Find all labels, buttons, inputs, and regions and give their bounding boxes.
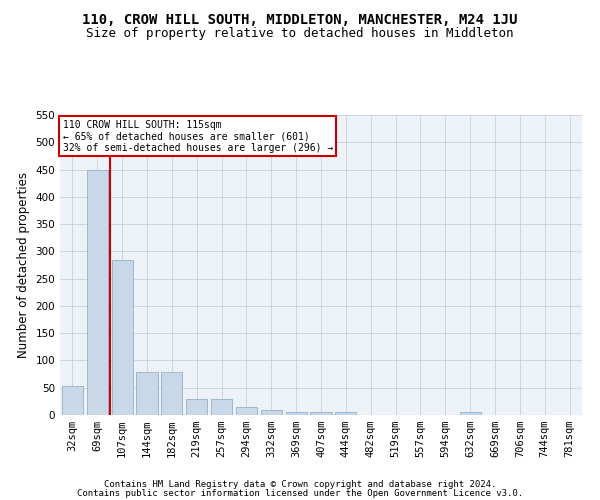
Bar [211, 398, 232, 415]
Bar [335, 412, 356, 415]
Bar [286, 412, 307, 415]
Bar [87, 170, 108, 415]
Bar [161, 372, 182, 415]
Bar [136, 372, 158, 415]
Text: Contains public sector information licensed under the Open Government Licence v3: Contains public sector information licen… [77, 488, 523, 498]
Bar [186, 398, 207, 415]
Bar [112, 260, 133, 415]
Text: Contains HM Land Registry data © Crown copyright and database right 2024.: Contains HM Land Registry data © Crown c… [104, 480, 496, 489]
Bar [236, 407, 257, 415]
Bar [62, 386, 83, 415]
Text: Size of property relative to detached houses in Middleton: Size of property relative to detached ho… [86, 28, 514, 40]
Bar [310, 412, 332, 415]
Text: 110 CROW HILL SOUTH: 115sqm
← 65% of detached houses are smaller (601)
32% of se: 110 CROW HILL SOUTH: 115sqm ← 65% of det… [62, 120, 333, 152]
Text: 110, CROW HILL SOUTH, MIDDLETON, MANCHESTER, M24 1JU: 110, CROW HILL SOUTH, MIDDLETON, MANCHES… [82, 12, 518, 26]
Y-axis label: Number of detached properties: Number of detached properties [17, 172, 30, 358]
Bar [261, 410, 282, 415]
Bar [460, 412, 481, 415]
